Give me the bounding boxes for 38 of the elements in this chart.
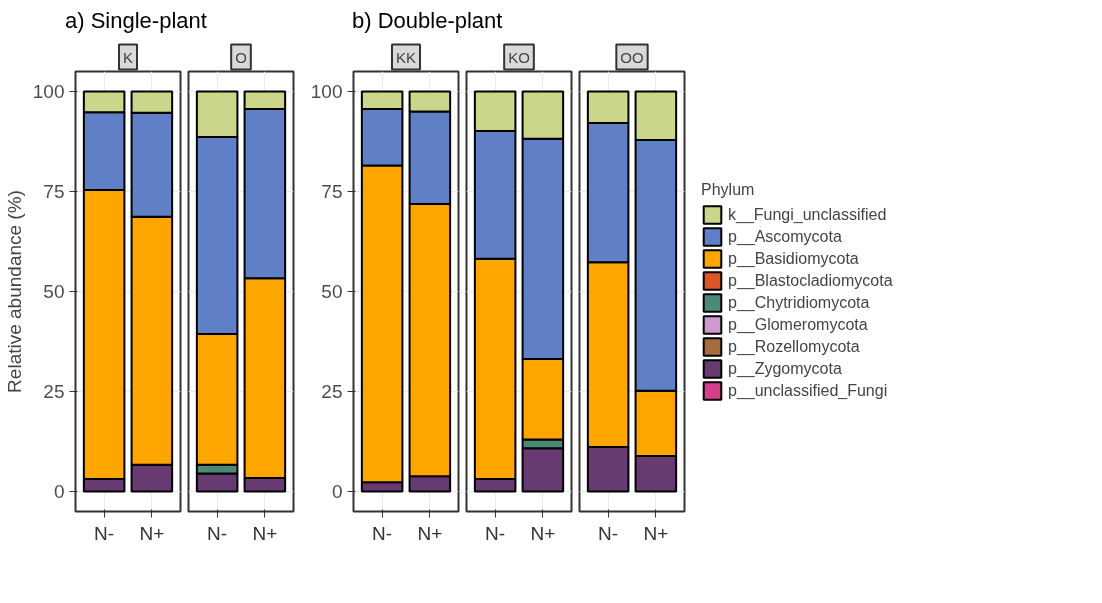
legend-title: Phylum [701, 180, 756, 199]
chart-title: b) Double-plant [352, 7, 503, 35]
x-tick-label: N- [372, 522, 393, 544]
chart-subtitle: OO [620, 48, 644, 66]
y-tick-label: 75 [43, 181, 65, 202]
y-tick-label: 25 [43, 381, 65, 402]
y-tick-label: 100 [32, 81, 65, 102]
chart-subtitle: KK [396, 48, 417, 66]
legend-label: p__Zygomycota [728, 358, 842, 380]
legend-label: k__Fungi_unclassified [728, 204, 887, 225]
y-tick-label: 100 [310, 81, 343, 102]
y-tick-label: 0 [331, 481, 343, 502]
legend-label: p__Glomeromycota [728, 314, 868, 336]
x-tick-label: N- [207, 522, 228, 544]
legend-label: p__Chytridiomycota [728, 292, 870, 314]
y-tick-label: 75 [321, 181, 343, 202]
x-tick-label: N- [94, 522, 115, 544]
y-tick-label: 50 [321, 281, 343, 302]
legend-label: p__Ascomycota [728, 226, 842, 248]
y-tick-label: 0 [53, 481, 65, 502]
x-tick-label: N- [485, 522, 506, 544]
x-tick-label: N+ [643, 522, 669, 544]
legend-label: p__Basidiomycota [728, 248, 859, 270]
chart-subtitle: O [235, 48, 247, 66]
legend-label: p__unclassified_Fungi [728, 380, 888, 402]
x-tick-label: N+ [139, 522, 165, 544]
y-axis-title: Relative abundance (%) [3, 190, 25, 393]
x-tick-label: N+ [417, 522, 443, 544]
legend-label: p__Rozellomycota [728, 336, 860, 358]
y-tick-label: 50 [43, 281, 65, 302]
chart-subtitle: KO [508, 48, 530, 66]
x-tick-label: N+ [252, 522, 278, 544]
chart-title: a) Single-plant [65, 7, 207, 35]
y-tick-label: 25 [321, 381, 343, 402]
x-tick-label: N- [598, 522, 619, 544]
legend-label: p__Blastocladiomycota [728, 270, 893, 292]
x-tick-label: N+ [530, 522, 556, 544]
chart-subtitle: K [123, 48, 134, 66]
